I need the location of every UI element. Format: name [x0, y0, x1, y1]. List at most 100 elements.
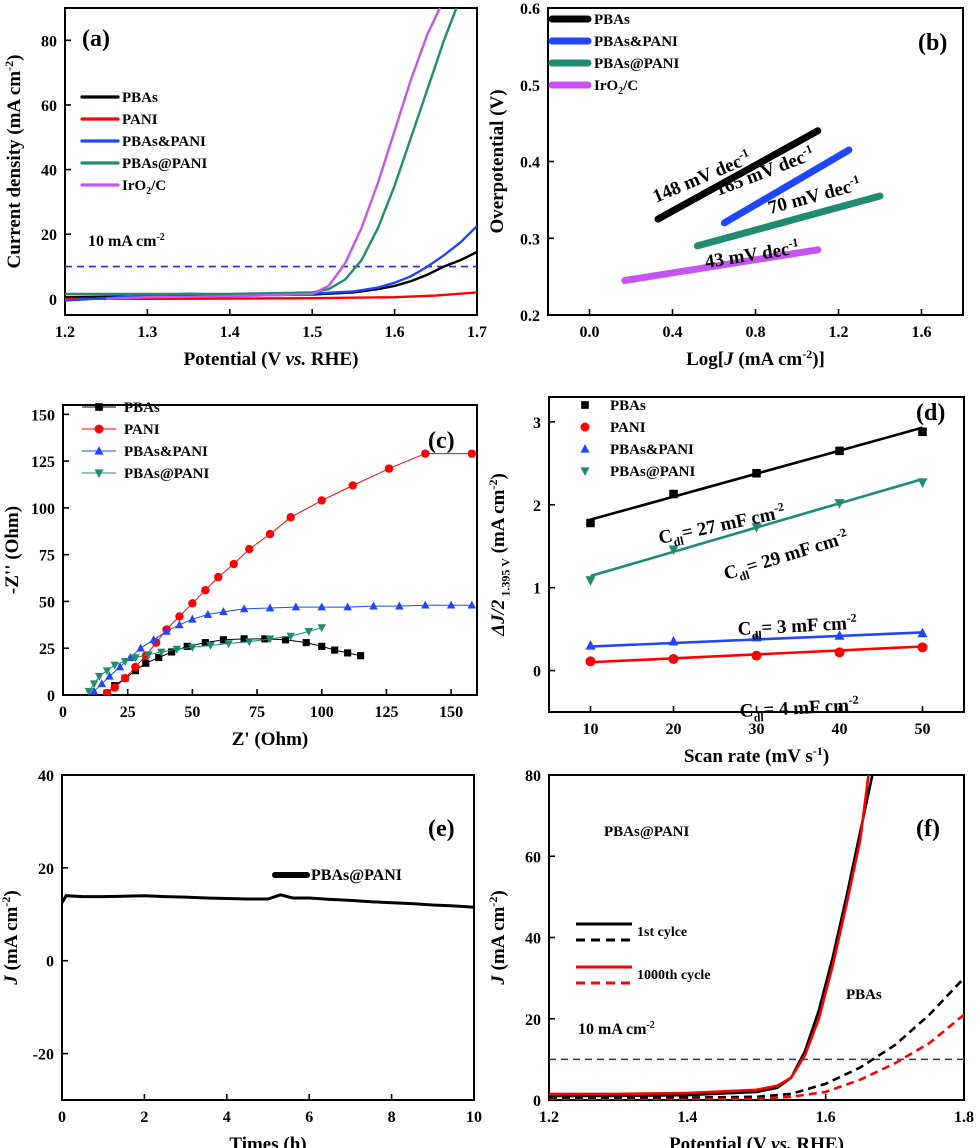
series-pani-point — [421, 449, 430, 458]
series-pbas-pani-line — [693, 192, 884, 250]
series-1st-cylce-pbas-line — [549, 977, 964, 1100]
x-tick-label: 1.2 — [539, 1109, 559, 1126]
x-tick-label: 0.4 — [663, 324, 683, 341]
series-pbas-pani-line — [720, 146, 853, 227]
series-pani-point — [467, 449, 477, 458]
series-pbas-pani-point — [131, 654, 140, 663]
y-tick-label: 0.4 — [520, 155, 540, 172]
y-tick-label: 20 — [41, 227, 57, 244]
y-tick-label: 25 — [39, 641, 55, 658]
x-tick-label: 0 — [58, 1109, 66, 1126]
x-tick-label: 1.4 — [677, 1109, 697, 1126]
x-tick-label: 1.6 — [385, 324, 405, 341]
series-pbas-pani-point — [239, 604, 249, 613]
x-axis-title: Times (h) — [229, 1134, 306, 1148]
series-pani-point — [175, 612, 184, 621]
series-pani-point — [229, 559, 238, 569]
y-tick-label: 40 — [41, 163, 57, 180]
series-annotation: Cdl= 3 mF cm-2 — [737, 611, 858, 644]
x-tick-label: 0.0 — [580, 324, 600, 341]
y-tick-label: 100 — [31, 501, 55, 518]
series-pbas-pani-point — [188, 614, 197, 623]
series-pbas-point — [281, 636, 290, 644]
panel-label: (f) — [916, 816, 940, 842]
series-pani-point — [120, 673, 130, 683]
y-tick-label: 150 — [31, 407, 55, 424]
x-tick-label: 25 — [120, 704, 136, 721]
series-pbas-pani-point — [917, 478, 928, 488]
series-pbas-pani-point — [668, 636, 679, 646]
series-pbas-pani-point — [668, 545, 679, 556]
series-pbas-pani-point — [304, 628, 314, 637]
legend-label: PANI — [610, 420, 646, 436]
legend-marker — [94, 446, 104, 455]
x-tick-label: 0 — [59, 704, 67, 721]
plot-frame — [62, 404, 478, 696]
y-tick-label: 60 — [41, 98, 57, 115]
series-pbas-pani-point — [421, 600, 430, 609]
series-pani-point — [286, 513, 295, 522]
series-pani-point — [917, 642, 928, 653]
legend-label: PANI — [122, 112, 158, 128]
series-pbas-point — [356, 652, 365, 660]
x-tick-label: 1.4 — [220, 324, 240, 341]
y-axis-title: Current density (mA cm-2) — [2, 55, 25, 269]
series-pbas-pani-point — [395, 601, 404, 610]
x-tick-label: 150 — [439, 704, 463, 721]
legend-label: PBAs&PANI — [124, 444, 208, 460]
x-tick-label: 8 — [388, 1109, 396, 1126]
legend-label: PBAs — [610, 398, 646, 414]
series-pbas-point — [331, 646, 339, 654]
x-tick-label: 30 — [749, 721, 765, 738]
x-tick-label: 1.3 — [137, 324, 157, 341]
panel-label: (b) — [918, 30, 947, 56]
series-pbas-point — [201, 639, 209, 647]
series-pbas-pani-point — [84, 687, 94, 695]
series-pani-point — [201, 586, 210, 595]
series-pani-point — [585, 656, 596, 667]
y-tick-label: 0 — [47, 688, 55, 705]
series-pbas-pani-point — [751, 523, 762, 533]
data-layer — [621, 127, 884, 284]
series-pani-point — [131, 662, 140, 672]
series-pbas-pani-point — [467, 600, 477, 609]
series-pbas-pani-point — [224, 640, 233, 649]
series-pbas-pani-point — [115, 662, 125, 671]
x-tick-label: 50 — [184, 704, 200, 721]
series-pbas-pani-point — [317, 624, 326, 633]
legend-marker — [95, 403, 103, 411]
legend-label: PBAs@PANI — [122, 156, 208, 172]
legend-label: IrO2/C — [122, 178, 166, 197]
y-tick-label: 20 — [525, 1012, 541, 1029]
series-annotation: Cdl= 4 mF cm-2 — [739, 693, 860, 726]
panel-label: (a) — [82, 26, 110, 52]
series-pani-point — [668, 653, 679, 664]
series-pbas-pani-line — [65, 8, 458, 296]
series-pbas-pani-point — [120, 657, 130, 666]
series-pbas-pani-point — [175, 620, 184, 629]
plot-frame — [61, 774, 475, 1101]
panel-c: 0 25 50 75 100 125 150 0 25 50 75 100 125 150 Z' (Ohm)… — [2, 400, 478, 750]
y-tick-label: -20 — [33, 1047, 54, 1064]
x-axis-title: Z' (Ohm) — [232, 729, 309, 750]
series-pani-point — [317, 496, 326, 505]
series-pbas-pani-point — [89, 686, 99, 695]
legend-label: PBAs — [124, 400, 160, 416]
y-tick-label: 2 — [533, 498, 541, 515]
series-pbas-pani-point — [291, 602, 301, 611]
series-pbas-pani-point — [203, 609, 213, 618]
legend-marker — [94, 469, 104, 478]
y-axis-title: ΔJ/2 1.395 V (mA cm-2) — [486, 473, 513, 637]
x-tick-label: 1.7 — [467, 324, 487, 341]
series-pbas-point — [261, 635, 269, 643]
series-pbas-pani-point — [751, 631, 762, 642]
panel-a: 1.2 1.3 1.4 1.5 1.6 1.7 0 20 40 60 80 Potential (V … — [2, 7, 487, 370]
x-tick-label: 6 — [305, 1109, 313, 1126]
series-pbas-pani-point — [157, 648, 166, 657]
y-tick-label: 1 — [533, 581, 541, 598]
series-pani-point — [834, 647, 845, 658]
legend-marker — [580, 422, 590, 432]
y-tick-label: 0.2 — [520, 308, 540, 325]
legend-label: PBAs&PANI — [610, 442, 694, 458]
